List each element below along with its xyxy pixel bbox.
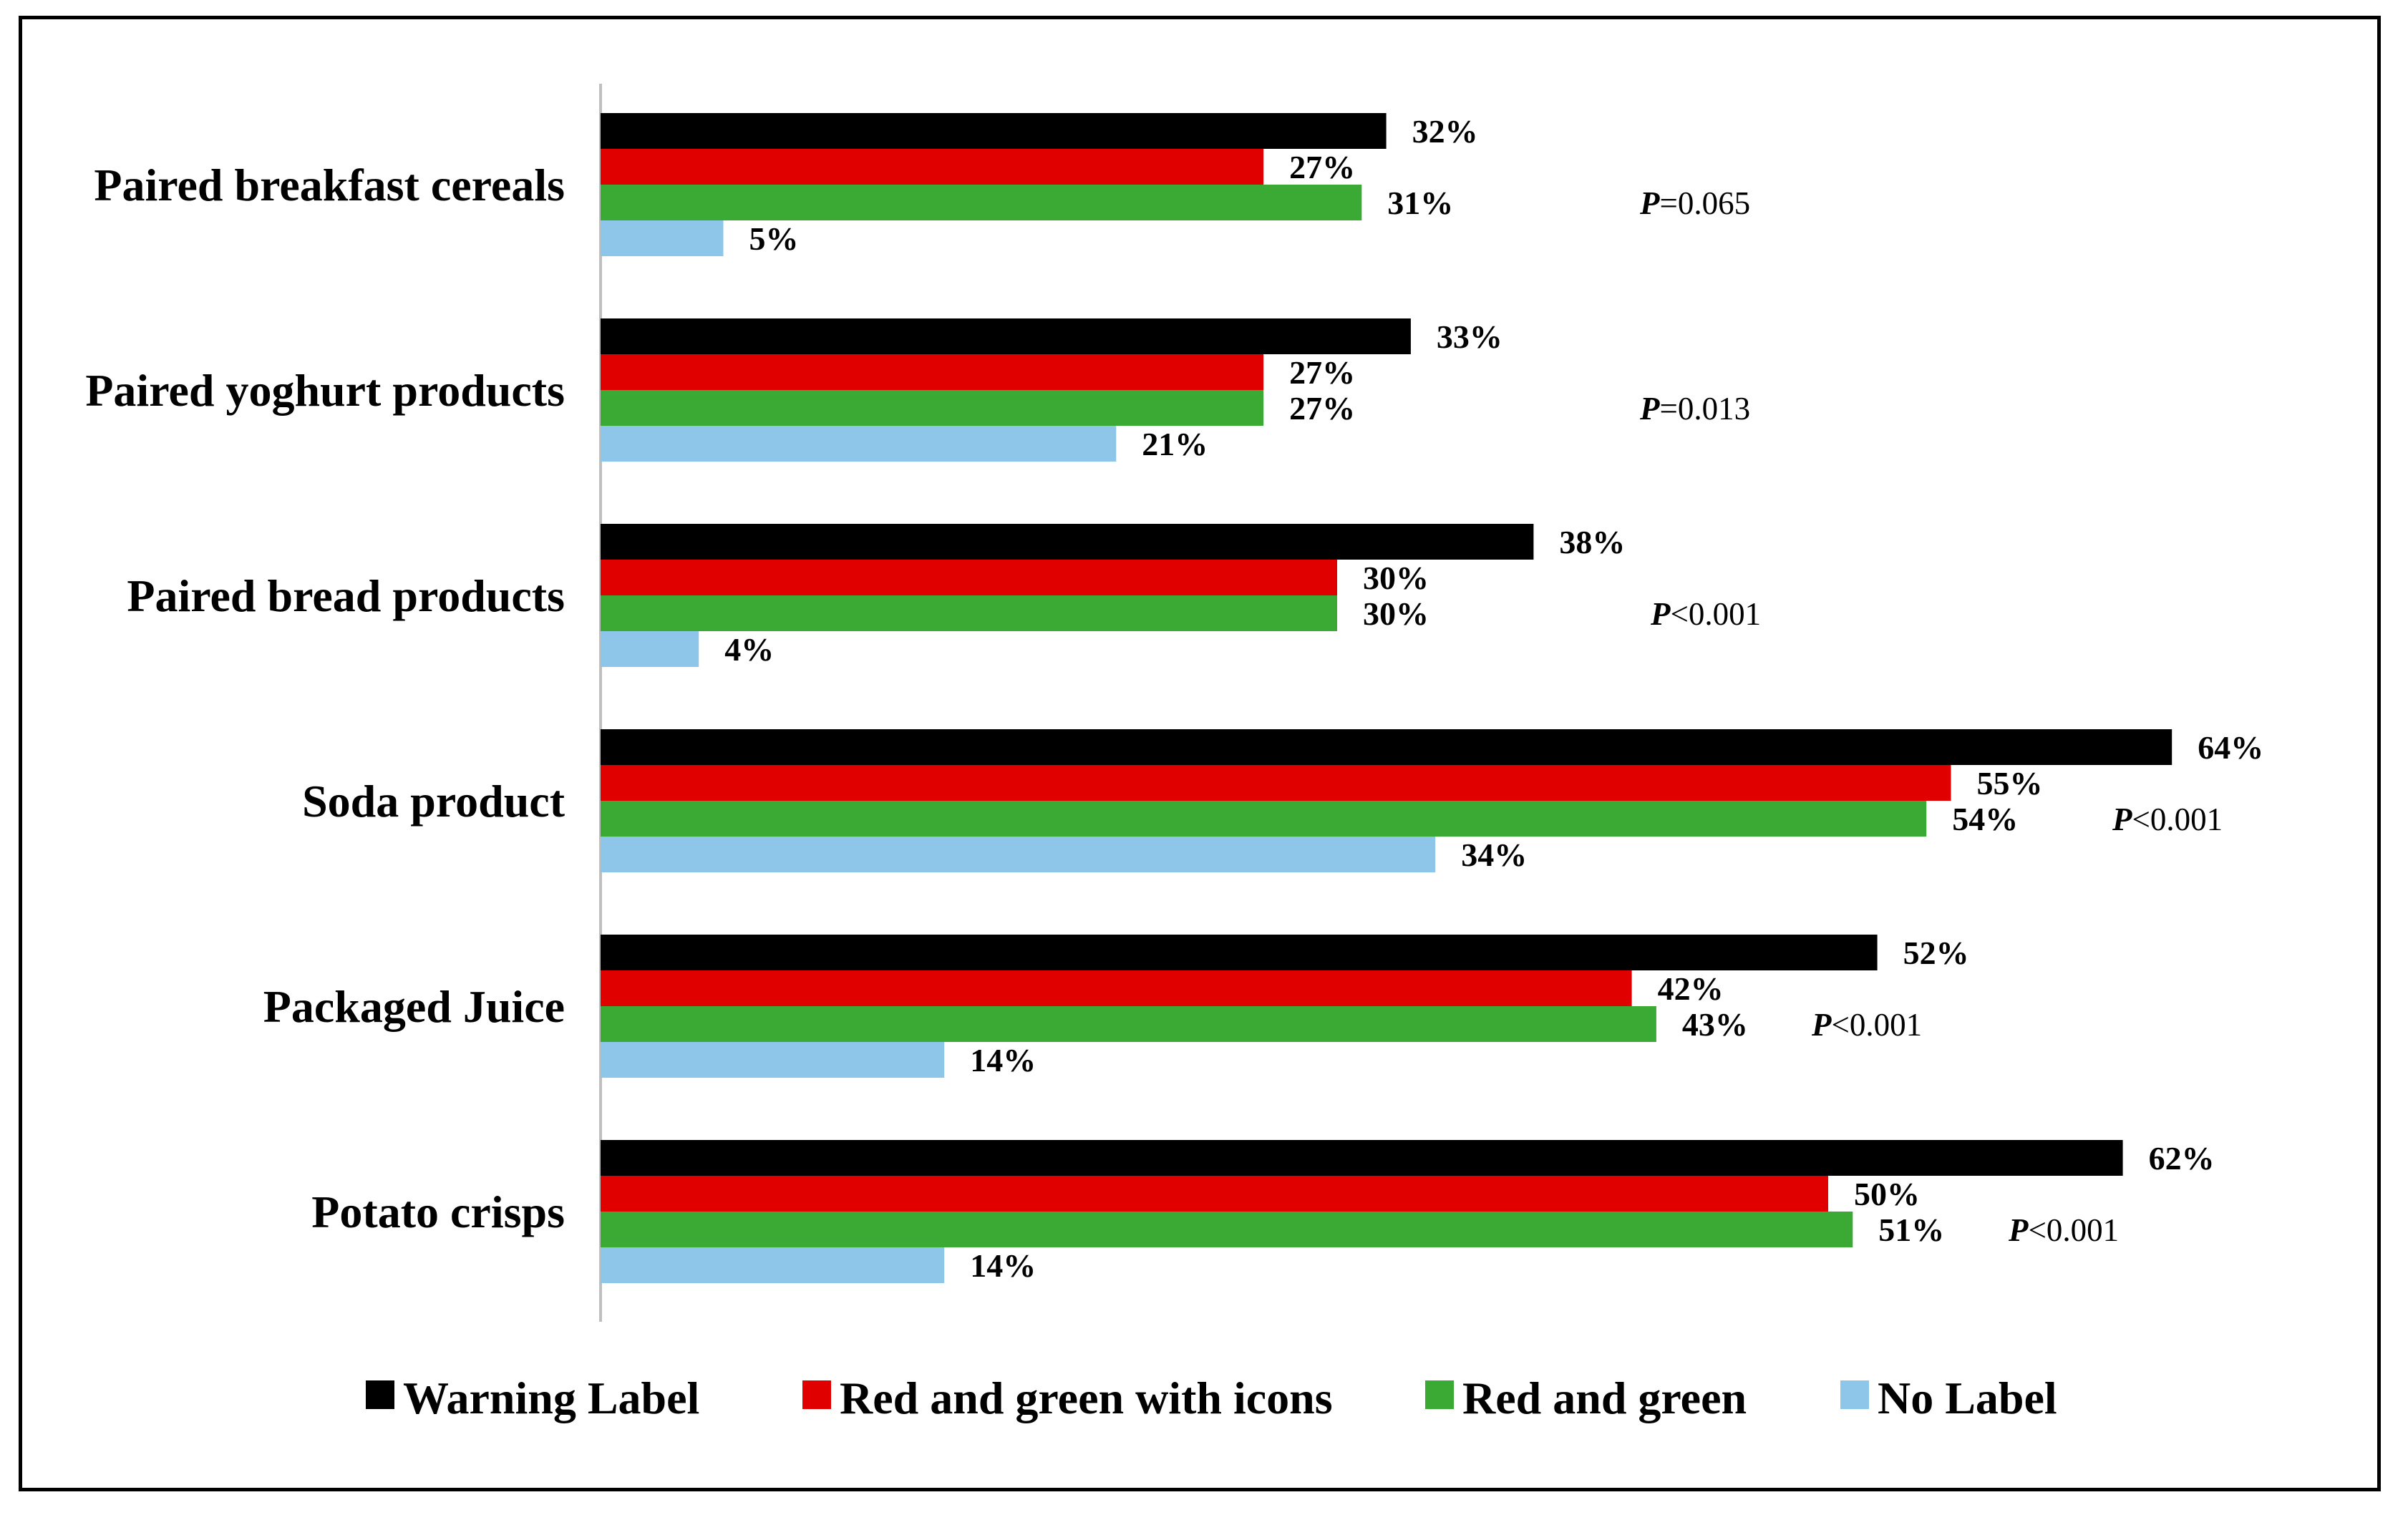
bar-chart: Paired breakfast cereals 32% 27% 31% 5% P=0.0…	[85, 84, 2263, 1423]
chart-frame: Paired breakfast cereals 32% 27% 31% 5% P=0.0…	[19, 16, 2381, 1491]
data-label: 5%	[749, 220, 799, 257]
legend-label: Red and green with icons	[840, 1373, 1333, 1423]
data-label: 64%	[2198, 729, 2263, 766]
bar	[601, 426, 1117, 462]
legend-label: Warning Label	[403, 1373, 699, 1423]
bar	[601, 149, 1264, 185]
bar	[601, 524, 1534, 560]
bar	[601, 390, 1264, 426]
legend-swatch	[366, 1380, 394, 1409]
bar	[601, 1006, 1656, 1042]
legend-swatch	[1425, 1380, 1454, 1409]
p-value-label: P<0.001	[2112, 802, 2223, 837]
category-label: Soda product	[302, 776, 565, 827]
p-value-label: P=0.065	[1639, 185, 1750, 221]
bar	[601, 729, 2172, 765]
bar	[601, 935, 1878, 970]
bar	[601, 1247, 945, 1283]
bar	[601, 631, 699, 667]
bar	[601, 970, 1632, 1006]
bar	[601, 1140, 2123, 1176]
category-label: Paired breakfast cereals	[94, 160, 565, 210]
legend-label: Red and green	[1462, 1373, 1747, 1423]
data-label: 31%	[1387, 185, 1453, 221]
data-label: 54%	[1952, 801, 2018, 837]
data-label: 30%	[1363, 560, 1429, 596]
data-label: 27%	[1289, 390, 1355, 427]
bar	[601, 765, 1951, 801]
category-label: Packaged Juice	[263, 981, 565, 1032]
bar	[601, 837, 1436, 872]
p-value-label: P<0.001	[1811, 1007, 1922, 1043]
bar	[601, 560, 1337, 595]
bar	[601, 113, 1387, 149]
data-label: 14%	[970, 1042, 1036, 1078]
legend-swatch	[1840, 1380, 1869, 1409]
data-label: 4%	[724, 631, 774, 668]
data-label: 55%	[1977, 765, 2043, 802]
category-label: Paired bread products	[127, 570, 565, 621]
data-label: 52%	[1903, 935, 1969, 971]
bar	[601, 1212, 1853, 1247]
data-label: 27%	[1289, 354, 1355, 391]
legend-swatch	[802, 1380, 831, 1409]
p-value-label: P=0.013	[1639, 391, 1750, 427]
bar	[601, 354, 1264, 390]
legend-label: No Label	[1878, 1373, 2057, 1423]
data-label: 42%	[1658, 970, 1724, 1007]
data-label: 50%	[1854, 1176, 1920, 1212]
data-label: 32%	[1412, 113, 1478, 150]
data-label: 43%	[1682, 1006, 1748, 1043]
bar	[601, 220, 724, 256]
bar	[601, 801, 1927, 837]
data-label: 38%	[1559, 524, 1625, 560]
p-value-label: P<0.001	[1650, 596, 1761, 632]
bar	[601, 595, 1337, 631]
data-label: 33%	[1437, 318, 1502, 355]
data-label: 27%	[1289, 149, 1355, 185]
data-label: 21%	[1142, 426, 1208, 462]
data-label: 14%	[970, 1247, 1036, 1284]
data-label: 62%	[2149, 1140, 2215, 1176]
data-label: 30%	[1363, 595, 1429, 632]
category-label: Paired yoghurt products	[85, 365, 565, 416]
category-label: Potato crisps	[311, 1187, 565, 1237]
bar	[601, 318, 1411, 354]
p-value-label: P<0.001	[2008, 1212, 2119, 1248]
bar	[601, 1176, 1828, 1212]
bar	[601, 1042, 945, 1078]
data-label: 34%	[1461, 837, 1527, 873]
data-label: 51%	[1878, 1212, 1944, 1248]
bar	[601, 185, 1362, 220]
